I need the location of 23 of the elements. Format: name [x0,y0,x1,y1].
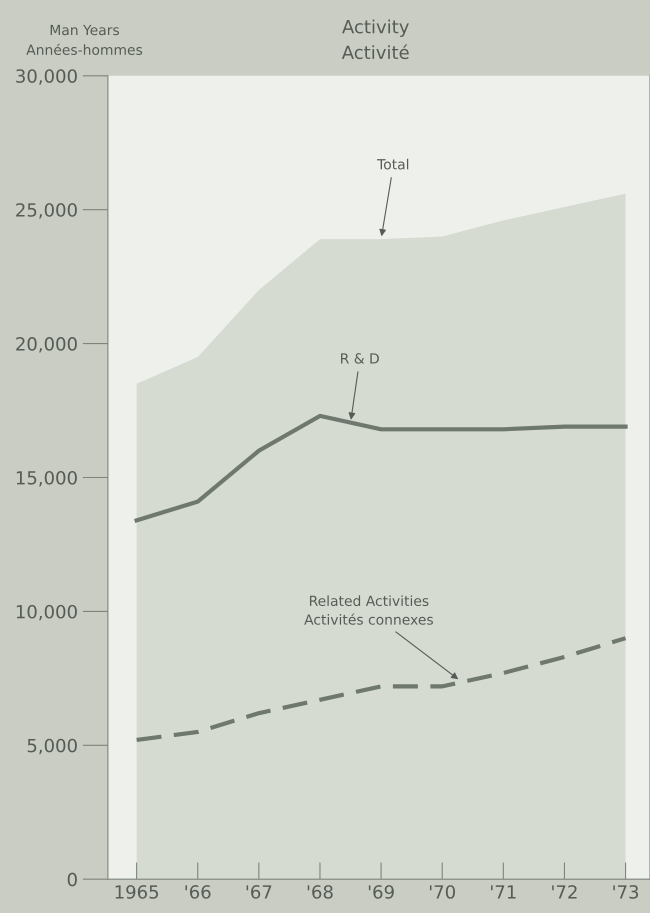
line-series [134,414,628,522]
x-tick-label: '69 [368,885,394,899]
x-tick-label: '66 [186,885,211,899]
annotation: Total [377,158,408,170]
annotation: Related Activities Activités connexes [304,595,433,625]
x-tick-label: '71 [491,885,516,898]
y-tick-label: 20,000 [16,337,77,353]
x-tick-label: '70 [430,885,455,899]
x-tick-label: '67 [246,885,272,899]
x-tick-label: '72 [552,885,577,898]
y-tick-label: 25,000 [16,203,77,219]
y-axis-title: Man Years Années-hommes [26,24,142,55]
line-series [134,636,628,742]
y-tick-label: 5,000 [28,738,77,754]
y-tick-label: 10,000 [16,604,77,620]
chart-title: Activity Activité [342,19,409,60]
y-tick-label: 15,000 [16,470,77,486]
y-tick-label: 30,000 [16,69,77,85]
annotation: R & D [341,353,379,364]
x-tick-label: 1965 [116,885,158,899]
y-tick-label: 0 [68,872,77,886]
x-tick-label: '73 [613,885,638,899]
x-tick-label: '68 [308,885,333,899]
